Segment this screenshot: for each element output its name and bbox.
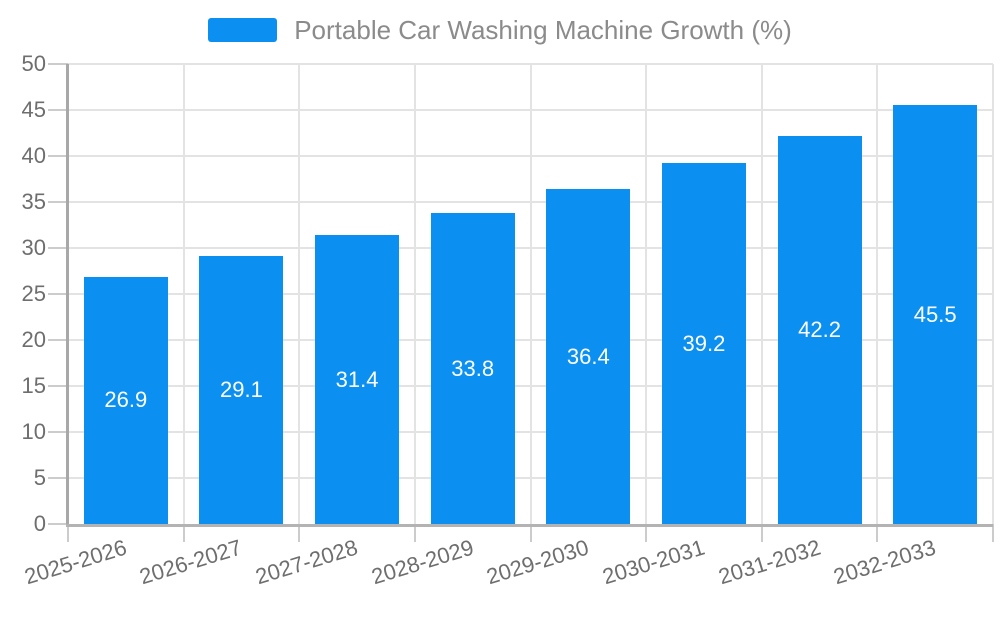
y-axis-tick-label: 30: [21, 235, 46, 260]
x-axis-tick: [529, 524, 532, 542]
legend-item[interactable]: Portable Car Washing Machine Growth (%): [208, 15, 792, 45]
y-axis-tick: [48, 293, 68, 295]
y-axis-tick: [48, 385, 68, 387]
bar-value-label: 31.4: [335, 366, 379, 392]
x-axis-tick: [67, 524, 69, 542]
y-axis-tick: [48, 201, 68, 203]
legend: Portable Car Washing Machine Growth (%): [0, 15, 1000, 45]
gridline-vertical: [298, 64, 301, 524]
y-axis-tick-label: 20: [21, 327, 46, 352]
y-axis-tick: [48, 477, 68, 479]
bar: 36.4: [546, 189, 631, 524]
gridline-vertical: [645, 64, 648, 524]
gridline-vertical: [992, 64, 994, 524]
gridline-vertical: [529, 64, 532, 524]
x-axis-line: [66, 524, 993, 527]
bar-value-label: 29.1: [220, 377, 263, 403]
gridline-vertical: [760, 64, 763, 524]
bar-value-label: 45.5: [913, 301, 957, 327]
y-axis-tick-label: 40: [21, 143, 46, 168]
y-axis-tick-label: 25: [21, 281, 46, 306]
y-axis-tick: [48, 109, 68, 111]
x-axis-tick: [182, 524, 185, 542]
bar-chart: 0 5 10 15 20 25 30 35 40 45 50 26.9 29.1 31.4 33.8 36.4…: [21, 51, 994, 589]
bar: 26.9: [83, 276, 168, 524]
bar-value-label: 36.4: [566, 343, 610, 369]
y-axis-tick-label: 35: [21, 189, 46, 214]
legend-label: Portable Car Washing Machine Growth (%): [294, 15, 792, 45]
y-axis-tick: [48, 155, 68, 157]
bar-value-label: 42.2: [798, 316, 841, 342]
y-axis-tick-label: 5: [33, 465, 46, 490]
y-axis-tick: [48, 523, 68, 525]
bar: 31.4: [315, 235, 400, 524]
y-axis-tick-label: 15: [21, 373, 46, 398]
gridline-vertical: [413, 64, 416, 524]
x-axis-tick: [298, 524, 301, 542]
y-axis-tick: [48, 63, 68, 65]
bar: 45.5: [893, 105, 978, 524]
y-axis-tick-label: 50: [21, 51, 46, 76]
legend-swatch-icon: [208, 18, 278, 42]
gridline-vertical: [876, 64, 879, 524]
gridline-vertical: [182, 64, 185, 524]
y-axis-tick: [48, 431, 68, 433]
bar: 29.1: [199, 256, 284, 524]
y-axis-tick: [48, 339, 68, 341]
bar: 39.2: [661, 163, 746, 524]
y-axis-tick-label: 45: [21, 97, 46, 122]
bar: 42.2: [777, 135, 862, 524]
y-axis-line: [66, 64, 69, 527]
x-axis-tick: [760, 524, 763, 542]
x-axis-tick: [645, 524, 648, 542]
bar: 33.8: [430, 213, 515, 524]
bar-value-label: 26.9: [104, 387, 148, 413]
x-axis-tick: [876, 524, 879, 542]
x-axis-tick: [992, 524, 994, 542]
y-axis-tick-label: 0: [33, 511, 46, 536]
y-axis-tick: [48, 247, 68, 249]
bar-value-label: 33.8: [451, 355, 495, 381]
y-axis-tick-label: 10: [21, 419, 46, 444]
bar-value-label: 39.2: [682, 330, 726, 356]
x-axis-tick: [413, 524, 416, 542]
